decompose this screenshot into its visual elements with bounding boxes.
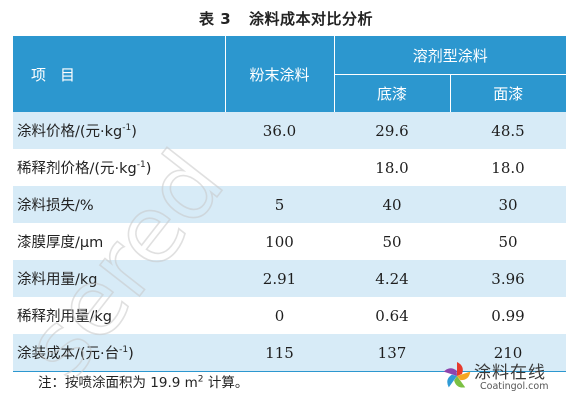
table-row: 涂装成本/(元·台-1) 115 137 210 [13,334,567,372]
row-label-superscript: -1 [119,345,129,356]
cell-primer: 18.0 [334,149,450,186]
logo-petal [443,368,457,376]
logo-petal [457,362,463,376]
table-footnote: 注：按喷涂面积为 19.9 m2 计算。 [38,371,249,392]
row-label: 稀释剂用量/kg [13,297,225,334]
logo-site: Coatingol.com [480,381,549,392]
cell-topcoat: 0.99 [450,297,567,334]
row-label-end: ) [128,346,134,362]
footnote-superscript: 2 [197,374,204,385]
cell-powder: 115 [225,334,334,372]
cell-primer: 4.24 [334,260,450,297]
table-row: 涂料损失/% 5 40 30 [13,186,567,223]
header-primer: 底漆 [333,74,450,112]
header-item: 项目 [13,36,225,112]
logo-petal [454,376,466,388]
cost-comparison-table: 项目 粉末涂料 溶剂型涂料 底漆 面漆 涂料价格/(元·kg-1) 36.0 29.… [13,36,567,372]
cell-powder: 5 [225,186,334,223]
logo-pinwheel-icon [443,362,471,388]
row-label-superscript: -1 [136,160,146,171]
table-header: 项目 粉末涂料 溶剂型涂料 底漆 面漆 [13,36,567,112]
table-title-text: 涂料成本对比分析 [248,10,373,28]
cell-powder: 2.91 [225,260,334,297]
table-row: 稀释剂价格/(元·kg-1) 18.0 18.0 [13,149,567,186]
row-label-text: 稀释剂用量/kg [17,309,112,325]
logo-petal [447,374,457,388]
row-label: 稀释剂价格/(元·kg-1) [13,149,225,186]
table-row: 涂料价格/(元·kg-1) 36.0 29.6 48.5 [13,112,567,149]
table-number: 表 3 [199,10,232,28]
row-label-text: 涂装成本/(元·台 [17,346,120,362]
cell-primer: 29.6 [334,112,450,149]
logo-brand: 涂料在线 [474,363,546,383]
row-label: 漆膜厚度/μm [13,223,225,260]
cell-primer: 0.64 [334,297,450,334]
table-title: 表 3 涂料成本对比分析 [0,8,572,29]
cell-powder: 36.0 [225,112,334,149]
row-label: 涂装成本/(元·台-1) [13,334,225,372]
cell-topcoat: 48.5 [450,112,567,149]
cell-topcoat: 18.0 [450,149,567,186]
cell-primer: 50 [334,223,450,260]
row-label: 涂料损失/% [13,186,225,223]
cell-topcoat: 50 [450,223,567,260]
row-label-text: 涂料价格/(元·kg [17,124,123,140]
cell-primer: 137 [334,334,450,372]
row-label-text: 漆膜厚度/μm [17,235,104,251]
cell-topcoat: 210 [450,334,567,372]
cell-topcoat: 3.96 [450,260,567,297]
cell-powder: 0 [225,297,334,334]
row-label-text: 涂料损失/% [17,198,94,214]
site-logo: 涂料在线 Coatingol.com [440,356,560,398]
table-row: 漆膜厚度/μm 100 50 50 [13,223,567,260]
header-solvent-coating: 溶剂型涂料 [333,36,567,75]
cell-powder: 100 [225,223,334,260]
row-label-text: 稀释剂价格/(元·kg [17,161,137,177]
row-label-text: 涂料用量/kg [17,272,98,288]
row-label: 涂料价格/(元·kg-1) [13,112,225,149]
row-label-end: ) [131,124,137,140]
footnote-text: 注：按喷涂面积为 19.9 m [38,375,198,391]
header-topcoat: 面漆 [449,74,567,112]
row-label: 涂料用量/kg [13,260,225,297]
cell-topcoat: 30 [450,186,567,223]
table-row: 稀释剂用量/kg 0 0.64 0.99 [13,297,567,334]
cell-powder [225,149,334,186]
header-powder-coating: 粉末涂料 [224,36,334,112]
row-label-superscript: -1 [122,123,132,134]
table-row: 涂料用量/kg 2.91 4.24 3.96 [13,260,567,297]
logo-petal [457,371,471,381]
footnote-end: 计算。 [203,375,249,391]
table-body: 涂料价格/(元·kg-1) 36.0 29.6 48.5 稀释剂价格/(元·kg-1) 1… [13,112,567,372]
row-label-end: ) [145,161,152,177]
cell-primer: 40 [334,186,450,223]
